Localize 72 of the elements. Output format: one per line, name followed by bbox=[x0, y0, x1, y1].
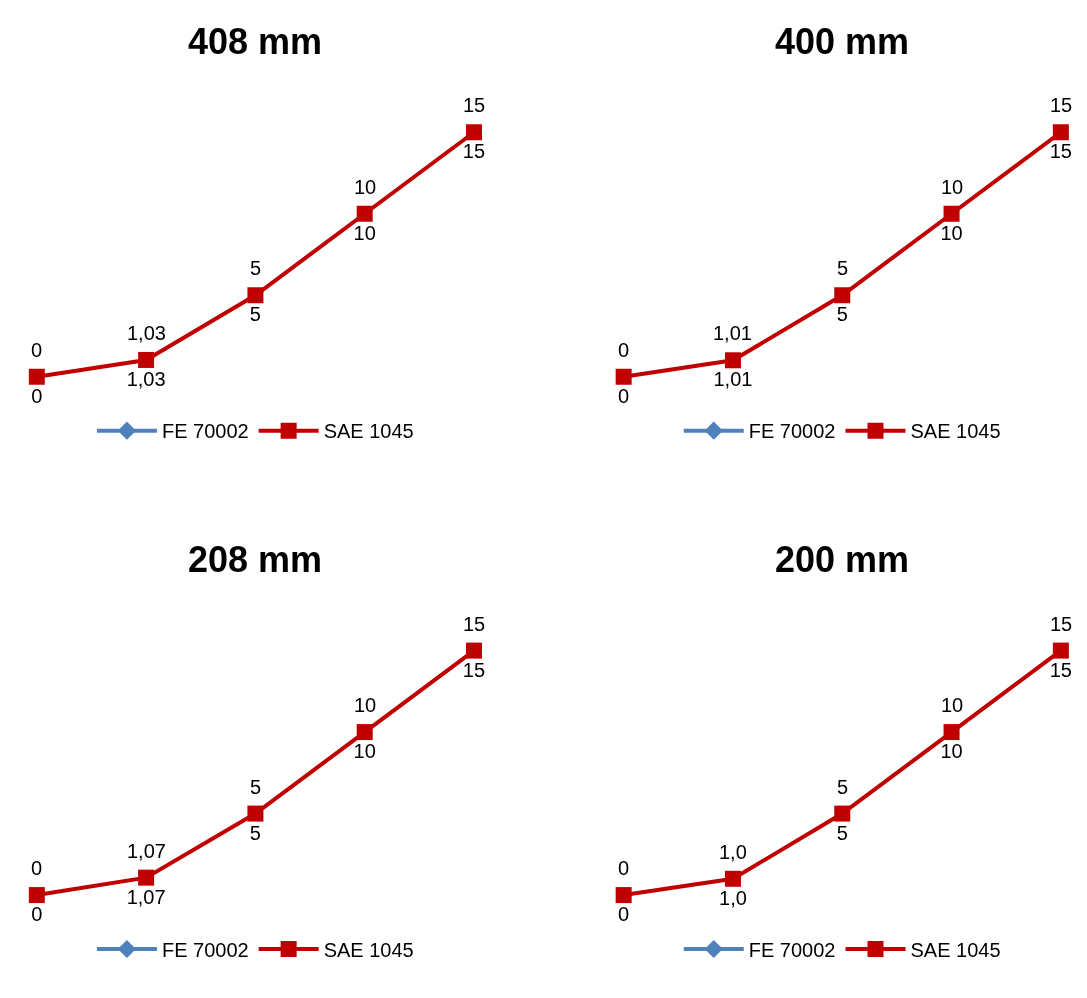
point bbox=[615, 887, 632, 904]
data-label: 15 bbox=[1049, 658, 1072, 681]
data-label: 10 bbox=[353, 740, 376, 763]
point bbox=[28, 368, 45, 385]
annotation: 10 bbox=[354, 176, 377, 198]
data-label: 10 bbox=[353, 221, 376, 244]
legend-label: SAE 1045 bbox=[910, 420, 1001, 443]
annotation: 10 bbox=[941, 694, 964, 716]
data-label: 15 bbox=[462, 658, 486, 681]
chart-title: 400 mm bbox=[775, 21, 910, 62]
point bbox=[138, 351, 155, 368]
legend-label: SAE 1045 bbox=[323, 420, 414, 443]
annotation: 15 bbox=[1050, 94, 1073, 116]
data-label: 1,03 bbox=[126, 367, 166, 390]
point bbox=[724, 352, 741, 369]
data-label: 5 bbox=[836, 821, 848, 844]
data-label: 5 bbox=[249, 821, 261, 844]
annotation: 1,07 bbox=[127, 840, 166, 862]
point bbox=[724, 870, 741, 887]
chart-title: 408 mm bbox=[188, 21, 323, 62]
annotation: 15 bbox=[463, 613, 486, 635]
data-label: 10 bbox=[940, 740, 963, 763]
point bbox=[247, 805, 264, 822]
legend-label: FE 70002 bbox=[748, 420, 836, 443]
data-label: 0 bbox=[31, 903, 43, 926]
chart-title: 200 mm bbox=[775, 539, 910, 580]
annotation: 5 bbox=[837, 257, 849, 279]
point bbox=[466, 642, 483, 659]
point bbox=[356, 724, 373, 741]
data-label: 0 bbox=[618, 903, 630, 926]
point bbox=[247, 287, 264, 304]
data-label: 5 bbox=[836, 303, 848, 326]
annotation: 5 bbox=[250, 257, 262, 279]
annotation: 1,03 bbox=[127, 322, 166, 344]
annotation: 0 bbox=[31, 339, 43, 361]
annotation: 15 bbox=[1050, 613, 1073, 635]
legend-label: FE 70002 bbox=[161, 938, 249, 961]
point bbox=[356, 205, 373, 222]
annotation: 0 bbox=[618, 339, 630, 361]
annotation: 1,0 bbox=[719, 841, 747, 863]
point bbox=[1052, 642, 1069, 659]
annotation: 1,01 bbox=[713, 322, 752, 344]
point bbox=[834, 287, 851, 304]
annotation: 10 bbox=[941, 176, 964, 198]
point bbox=[615, 368, 632, 385]
data-label: 1,0 bbox=[719, 886, 747, 909]
annotation: 10 bbox=[354, 694, 377, 716]
data-label: 15 bbox=[1049, 140, 1072, 163]
point bbox=[466, 124, 483, 141]
chart-title: 208 mm bbox=[188, 539, 323, 580]
point bbox=[943, 205, 960, 222]
data-label: 15 bbox=[462, 140, 486, 163]
point bbox=[138, 869, 155, 886]
legend-label: FE 70002 bbox=[161, 420, 249, 443]
annotation: 5 bbox=[837, 776, 849, 798]
data-label: 1,07 bbox=[126, 885, 166, 908]
point bbox=[1052, 124, 1069, 141]
annotation: 0 bbox=[618, 857, 630, 879]
legend-label: FE 70002 bbox=[748, 938, 836, 961]
point bbox=[943, 724, 960, 741]
legend-label: SAE 1045 bbox=[910, 938, 1001, 961]
legend-label: SAE 1045 bbox=[323, 938, 414, 961]
annotation: 5 bbox=[250, 776, 262, 798]
annotation: 15 bbox=[463, 94, 486, 116]
data-label: 0 bbox=[618, 384, 630, 407]
point bbox=[28, 887, 45, 904]
data-label: 0 bbox=[31, 384, 43, 407]
annotation: 0 bbox=[31, 857, 43, 879]
data-label: 1,01 bbox=[713, 368, 753, 391]
point bbox=[834, 805, 851, 822]
data-label: 10 bbox=[940, 221, 963, 244]
data-label: 5 bbox=[249, 303, 261, 326]
